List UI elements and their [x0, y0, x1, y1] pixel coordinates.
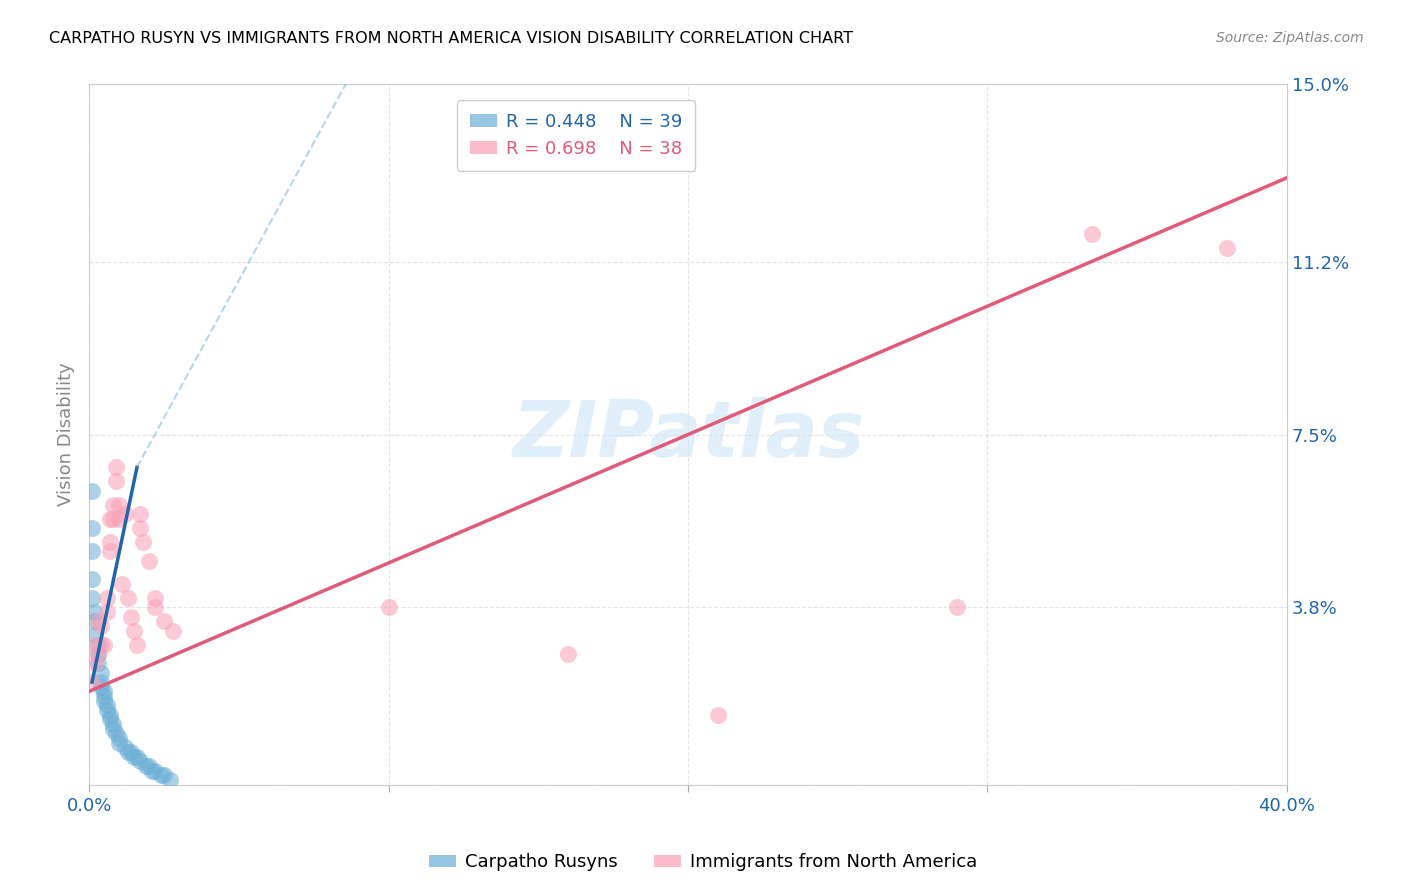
- Point: [129, 755, 152, 769]
- Point: [125, 749, 148, 764]
- Point: [114, 740, 136, 755]
- Point: [149, 768, 172, 782]
- Point: [105, 475, 128, 489]
- Point: [114, 507, 136, 521]
- Point: [80, 544, 103, 558]
- Point: [1081, 227, 1104, 241]
- Point: [111, 577, 134, 591]
- Point: [96, 591, 118, 605]
- Point: [946, 600, 969, 615]
- Point: [90, 619, 112, 633]
- Point: [129, 521, 152, 535]
- Text: ZIPatlas: ZIPatlas: [512, 397, 865, 473]
- Point: [557, 647, 579, 661]
- Point: [90, 665, 112, 680]
- Point: [87, 657, 110, 671]
- Point: [101, 722, 124, 736]
- Point: [80, 675, 103, 690]
- Point: [80, 572, 103, 586]
- Point: [80, 483, 103, 498]
- Point: [105, 726, 128, 740]
- Point: [162, 624, 184, 638]
- Point: [93, 638, 115, 652]
- Point: [96, 703, 118, 717]
- Point: [98, 544, 121, 558]
- Point: [87, 647, 110, 661]
- Point: [707, 707, 730, 722]
- Point: [143, 600, 166, 615]
- Point: [90, 638, 112, 652]
- Point: [87, 647, 110, 661]
- Point: [93, 684, 115, 698]
- Point: [98, 511, 121, 525]
- Point: [117, 745, 139, 759]
- Point: [101, 511, 124, 525]
- Point: [377, 600, 399, 615]
- Point: [98, 707, 121, 722]
- Point: [122, 624, 145, 638]
- Legend: Carpatho Rusyns, Immigrants from North America: Carpatho Rusyns, Immigrants from North A…: [422, 847, 984, 879]
- Point: [98, 535, 121, 549]
- Point: [143, 764, 166, 778]
- Point: [98, 712, 121, 726]
- Point: [101, 717, 124, 731]
- Point: [93, 694, 115, 708]
- Point: [120, 609, 142, 624]
- Point: [90, 675, 112, 690]
- Point: [84, 605, 107, 619]
- Point: [108, 511, 131, 525]
- Point: [93, 689, 115, 703]
- Point: [153, 768, 176, 782]
- Point: [143, 591, 166, 605]
- Point: [153, 615, 176, 629]
- Point: [90, 680, 112, 694]
- Y-axis label: Vision Disability: Vision Disability: [58, 363, 75, 507]
- Point: [135, 759, 157, 773]
- Point: [84, 657, 107, 671]
- Point: [84, 615, 107, 629]
- Point: [80, 591, 103, 605]
- Point: [105, 460, 128, 475]
- Point: [138, 554, 160, 568]
- Text: Source: ZipAtlas.com: Source: ZipAtlas.com: [1216, 31, 1364, 45]
- Point: [129, 507, 152, 521]
- Legend: R = 0.448    N = 39, R = 0.698    N = 38: R = 0.448 N = 39, R = 0.698 N = 38: [457, 101, 695, 170]
- Point: [1216, 241, 1239, 255]
- Point: [108, 736, 131, 750]
- Point: [80, 521, 103, 535]
- Point: [159, 773, 181, 788]
- Point: [96, 605, 118, 619]
- Point: [132, 535, 155, 549]
- Point: [108, 498, 131, 512]
- Point: [108, 731, 131, 745]
- Point: [120, 745, 142, 759]
- Text: CARPATHO RUSYN VS IMMIGRANTS FROM NORTH AMERICA VISION DISABILITY CORRELATION CH: CARPATHO RUSYN VS IMMIGRANTS FROM NORTH …: [49, 31, 853, 46]
- Point: [141, 764, 163, 778]
- Point: [125, 638, 148, 652]
- Point: [122, 749, 145, 764]
- Point: [84, 638, 107, 652]
- Point: [96, 698, 118, 713]
- Point: [87, 615, 110, 629]
- Point: [87, 638, 110, 652]
- Point: [101, 498, 124, 512]
- Point: [117, 591, 139, 605]
- Point: [138, 759, 160, 773]
- Point: [84, 628, 107, 642]
